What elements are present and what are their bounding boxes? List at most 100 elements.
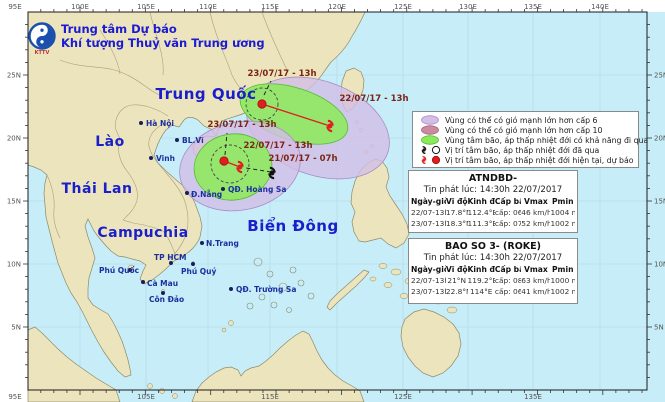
legend-label: Vùng có thể có gió mạnh lớn hơn cấp 10: [445, 125, 603, 135]
island-palawan: [326, 269, 370, 311]
forecast-position-dot: [219, 156, 229, 166]
axis-label-lat-left: 25N: [7, 72, 21, 80]
table-cell: 23/07-13h: [411, 287, 446, 296]
axis-label-lon-top: 115E: [261, 3, 279, 11]
axis-label-lat-right: 25N: [654, 72, 665, 80]
axis-label-lon-bottom: 115E: [261, 393, 279, 401]
table-cell: 52 km/h: [521, 219, 551, 228]
axis-label-lon-top: 130E: [459, 3, 477, 11]
agency-title-line2: Khí tượng Thuỷ văn Trung ương: [61, 36, 265, 50]
table-cell: 119.2°E: [467, 276, 495, 285]
region-label: Trung Quốc: [156, 84, 257, 103]
axis-label-lon-top: 105E: [137, 3, 155, 11]
region-label: Biển Đông: [247, 216, 338, 235]
place-label: Cà Mau: [147, 279, 178, 288]
axis-label-lon-top: 100E: [71, 3, 89, 11]
table-cell: 114°E: [469, 287, 493, 296]
legend-swatch: [415, 115, 445, 125]
axis-label-lon-top: 135E: [524, 3, 542, 11]
axis-label-lat-right: 5N: [654, 324, 664, 332]
table-cell: cấp: 08: [494, 276, 522, 285]
legend-cyclone-icon: [421, 155, 427, 165]
table-cell: 22/07-13h: [411, 276, 446, 285]
table-header-cell: Vĩ độ: [445, 197, 468, 206]
legend: Vùng có thể có gió mạnh lớn hơn cấp 6 Vùn…: [412, 111, 648, 168]
legend-item: Vùng có thể có gió mạnh lớn hơn cấp 6: [415, 115, 636, 125]
table-header-cell: Vĩ độ: [445, 265, 468, 274]
axis-label-lon-top: 95E: [8, 3, 21, 11]
legend-cyclone-icon: [421, 145, 427, 155]
storm-layer: 23/07/17 - 13h 22/07/17 - 13h 23/07/17 - 1…: [179, 69, 409, 212]
axis-label-lon-top: 110E: [199, 3, 217, 11]
place-label: Côn Đảo: [149, 295, 184, 304]
legend-ellipse-pink: [421, 125, 439, 135]
axis-label-lon-top: 125E: [394, 3, 412, 11]
place-label: QĐ. Trường Sa: [236, 285, 296, 294]
place-marker: [221, 187, 225, 191]
reefs-spratly: [246, 257, 315, 313]
axis-label-lon-bottom: 105E: [137, 393, 155, 401]
axis-label-lat-right: 10N: [654, 261, 665, 269]
legend-item: Vùng có thể có gió mạnh lớn hơn cấp 10: [415, 125, 636, 135]
region-label: Thái Lan: [62, 181, 133, 197]
legend-swatch: [415, 125, 445, 135]
axis-label-lat-left: 20N: [7, 135, 21, 143]
legend-label: Vùng tâm bão, áp thấp nhiệt đới có khả n…: [445, 135, 649, 145]
legend-item: Vị trí tâm bão, áp thấp nhiệt đới đã qua: [415, 145, 636, 155]
table-cell: 22/07-13h: [411, 208, 446, 217]
axis-label-lon-top: 140E: [591, 3, 609, 11]
legend-label: Vị trí tâm bão, áp thấp nhiệt đới hiện t…: [445, 155, 634, 165]
storm-track-line: [245, 167, 272, 173]
table-header-cell: Ngày-giờ: [411, 197, 446, 206]
legend-swatch: [415, 135, 445, 145]
storm-table-atndbd: ATNDBD- Tin phát lúc: 14:30h 22/07/2017 Ng…: [408, 170, 578, 233]
agency-title-line1: Trung tâm Dự báo: [61, 22, 177, 36]
storm-track-line: [224, 132, 228, 156]
place-label: Phú Quý: [181, 267, 217, 276]
table-header-cell: Kinh độ: [467, 197, 495, 206]
storm-table-title: BAO SO 3- (ROKE): [445, 241, 541, 252]
island-mindanao: [400, 308, 462, 378]
place-marker: [141, 280, 145, 284]
axis-label-lat-right: 15N: [654, 198, 665, 206]
place-marker: [149, 156, 153, 160]
storm-datetime-label: 21/07/17 - 07h: [268, 154, 337, 164]
axis-label-lat-left: 10N: [7, 261, 21, 269]
place-marker: [175, 138, 179, 142]
place-label: Đ.Nẵng: [191, 190, 222, 199]
axis-label-lat-left: 15N: [7, 198, 21, 206]
storm-track-line: [263, 80, 272, 96]
place-marker: [169, 261, 173, 265]
table-cell: 17.8°N: [445, 208, 468, 217]
axis-layer: 95E 100E 105E 110E 115E 120E 125E 130E 135E 140E 9…: [7, 3, 665, 401]
table-cell: 21°N: [447, 276, 467, 285]
place-label: Hà Nội: [146, 119, 174, 128]
legend-label: Vùng có thể có gió mạnh lớn hơn cấp 6: [445, 115, 598, 125]
green-area-icon: [421, 135, 439, 145]
legend-item: Vị trí tâm bão, áp thấp nhiệt đới hiện t…: [415, 155, 636, 165]
table-cell: 112.4°E: [467, 208, 495, 217]
table-header-cell: Pmin: [551, 265, 574, 274]
place-marker: [161, 291, 165, 295]
table-cell: 1000 mb: [550, 276, 575, 285]
table-cell: 63 km/h: [521, 276, 551, 285]
agency-title: Trung tâm Dự báo Khí tượng Thuỷ văn Trun…: [61, 22, 265, 50]
table-cell: 46 km/h: [521, 208, 551, 217]
storm-table-bao-so-3: BAO SO 3- (ROKE) Tin phát lúc: 14:30h 22/…: [408, 238, 578, 304]
agency-logo: KTTV: [28, 22, 56, 55]
forecast-position-dot: [257, 99, 267, 109]
table-cell: 1002 mb: [550, 219, 575, 228]
storm-datetime-label: 23/07/17 - 13h: [207, 120, 276, 130]
legend-swatch: [415, 145, 445, 155]
place-marker: [200, 241, 204, 245]
axis-label-lon-bottom: 135E: [524, 393, 542, 401]
pink-area-icon: [421, 125, 439, 135]
place-marker: [229, 287, 233, 291]
current-position-icon: [421, 155, 441, 165]
table-header-cell: Vmax: [523, 197, 548, 206]
table-cell: 1002 mb: [550, 287, 575, 296]
forecast-uncertainty-circle: [210, 144, 250, 184]
